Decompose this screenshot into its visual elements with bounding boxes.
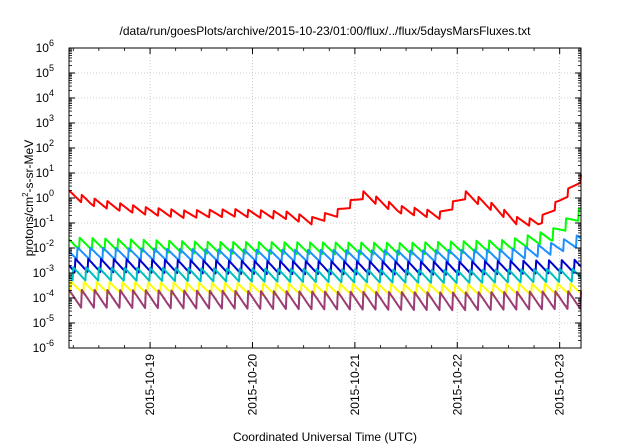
x-tick-label: 2015-10-20 bbox=[245, 354, 259, 416]
y-axis-label-suffix: -s-sr-MeV bbox=[22, 140, 36, 193]
y-tick-label: 101 bbox=[36, 163, 54, 180]
series-line bbox=[68, 257, 582, 276]
y-tick-label: 100 bbox=[36, 188, 54, 205]
x-tick-label: 2015-10-21 bbox=[348, 354, 362, 416]
y-tick-label: 10-2 bbox=[33, 238, 54, 255]
x-tick-label: 2015-10-19 bbox=[143, 354, 157, 416]
x-tick-label: 2015-10-22 bbox=[450, 354, 464, 416]
y-tick-label: 106 bbox=[36, 38, 54, 55]
y-axis-label-prefix: protons/cm bbox=[22, 197, 36, 256]
series-line bbox=[68, 266, 582, 284]
y-tick-label: 10-3 bbox=[33, 263, 54, 280]
y-tick-label: 10-1 bbox=[33, 213, 54, 230]
y-tick-label: 10-5 bbox=[33, 313, 54, 330]
y-axis-label-sup: 2 bbox=[21, 192, 30, 197]
series-line bbox=[68, 234, 582, 264]
y-tick-label: 10-4 bbox=[33, 288, 54, 305]
y-tick-label: 104 bbox=[36, 88, 54, 105]
y-tick-label: 105 bbox=[36, 63, 54, 80]
y-tick-label: 103 bbox=[36, 113, 54, 130]
series-line bbox=[68, 288, 582, 312]
y-axis-label: protons/cm2-s-sr-MeV bbox=[21, 140, 36, 256]
series-line bbox=[68, 174, 582, 227]
y-tick-label: 102 bbox=[36, 138, 54, 155]
chart-title: /data/run/goesPlots/archive/2015-10-23/0… bbox=[120, 24, 532, 38]
x-tick-label: 2015-10-23 bbox=[553, 354, 567, 416]
y-tick-label: 10-6 bbox=[33, 338, 54, 355]
series-lines bbox=[68, 174, 582, 312]
y-axis: 10-6 10-5 10-4 10-3 10-2 10-1 100 101 102 103 104 1… bbox=[33, 38, 581, 355]
x-axis: 2015-10-19 2015-10-20 2015-10-21 2015-10-22… bbox=[72, 48, 567, 416]
x-axis-label: Coordinated Universal Time (UTC) bbox=[233, 430, 417, 444]
